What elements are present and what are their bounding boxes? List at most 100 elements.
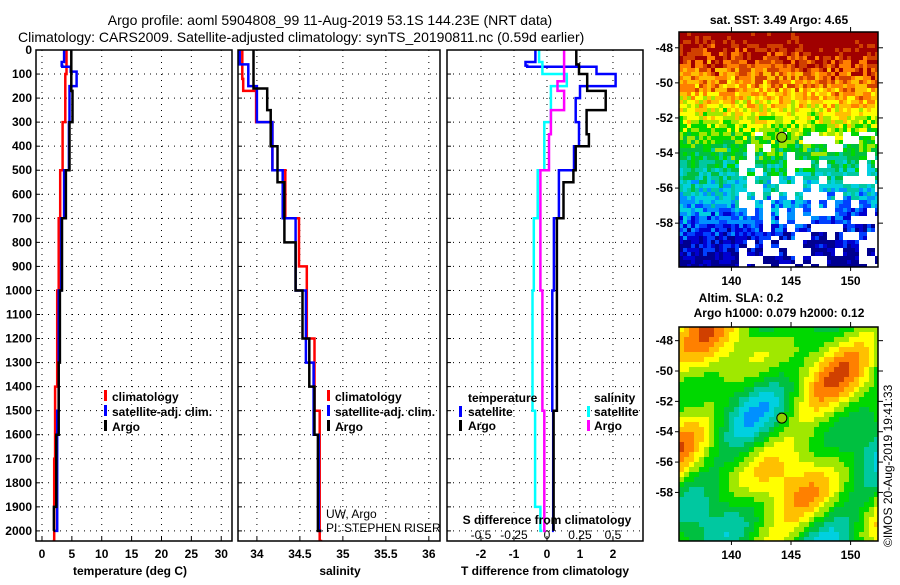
- map-cell: [847, 216, 851, 220]
- map-cell: [711, 200, 715, 204]
- map-cell: [775, 220, 779, 224]
- y-tick-label: 2000: [5, 524, 32, 538]
- map-cell: [843, 192, 847, 196]
- map-cell: [754, 332, 759, 337]
- map-cell: [695, 264, 699, 267]
- map-cell: [683, 200, 687, 204]
- map-cell: [715, 200, 719, 204]
- map-cell: [687, 120, 691, 124]
- map-cell: [691, 180, 695, 184]
- map-cell: [859, 352, 864, 357]
- map-cell: [875, 36, 878, 40]
- map-cell: [823, 144, 827, 148]
- map-cell: [815, 144, 819, 148]
- map-cell: [689, 422, 694, 427]
- map-cell: [835, 256, 839, 260]
- map-cell: [759, 72, 763, 76]
- map-cell: [723, 84, 727, 88]
- map-cell: [803, 212, 807, 216]
- map-cell: [791, 44, 795, 48]
- map-cell: [864, 397, 869, 402]
- map-cell: [809, 347, 814, 352]
- map-cell: [871, 36, 875, 40]
- map-cell: [769, 462, 774, 467]
- map-cell: [739, 422, 744, 427]
- map-cell: [875, 112, 878, 116]
- map-cell: [687, 84, 691, 88]
- map-cell: [769, 382, 774, 387]
- map-cell: [859, 128, 863, 132]
- map-cell: [874, 502, 878, 507]
- map-cell: [754, 357, 759, 362]
- map-cell: [829, 412, 834, 417]
- map-cell: [863, 188, 867, 192]
- map-cell: [744, 532, 749, 537]
- map-cell: [769, 422, 774, 427]
- map-cell: [811, 44, 815, 48]
- map-cell: [799, 152, 803, 156]
- map-cell: [809, 467, 814, 472]
- map-cell: [787, 72, 791, 76]
- map-cell: [849, 352, 854, 357]
- map-cell: [751, 60, 755, 64]
- map-cell: [755, 200, 759, 204]
- map-cell: [799, 362, 804, 367]
- map-cell: [739, 140, 743, 144]
- map-cell: [743, 148, 747, 152]
- map-cell: [729, 412, 734, 417]
- map-cell: [839, 236, 843, 240]
- map-cell: [763, 68, 767, 72]
- map-cell: [851, 64, 855, 68]
- map-cell: [779, 487, 784, 492]
- map-cell: [744, 342, 749, 347]
- map-cell: [869, 462, 874, 467]
- map-cell: [754, 502, 759, 507]
- map-cell: [689, 432, 694, 437]
- map-cell: [834, 532, 839, 537]
- map-cell: [874, 492, 878, 497]
- map-cell: [689, 382, 694, 387]
- map-cell: [751, 220, 755, 224]
- map-cell: [779, 392, 784, 397]
- map-cell: [783, 32, 787, 36]
- map-cell: [711, 124, 715, 128]
- map-cell: [843, 92, 847, 96]
- map-cell: [794, 392, 799, 397]
- map-cell: [703, 80, 707, 84]
- map-cell: [859, 532, 864, 537]
- map-cell: [699, 184, 703, 188]
- map-cell: [835, 92, 839, 96]
- map-cell: [855, 112, 859, 116]
- map-cell: [803, 48, 807, 52]
- map-cell: [834, 437, 839, 442]
- map-cell: [855, 188, 859, 192]
- map-cell: [704, 437, 709, 442]
- map-cell: [679, 108, 683, 112]
- map-cell: [691, 264, 695, 267]
- map-cell: [714, 427, 719, 432]
- map-cell: [754, 327, 759, 332]
- map-cell: [855, 256, 859, 260]
- map-cell: [834, 367, 839, 372]
- map-cell: [715, 64, 719, 68]
- map-cell: [834, 472, 839, 477]
- map-cell: [859, 188, 863, 192]
- map-cell: [699, 412, 704, 417]
- map-cell: [844, 417, 849, 422]
- map-cell: [679, 56, 683, 60]
- map-cell: [819, 220, 823, 224]
- map-cell: [799, 40, 803, 44]
- map-cell: [694, 412, 699, 417]
- map-cell: [709, 347, 714, 352]
- map-cell: [814, 402, 819, 407]
- map-cell: [779, 72, 783, 76]
- map-cell: [829, 437, 834, 442]
- map-cell: [694, 512, 699, 517]
- map-cell: [739, 472, 744, 477]
- map-cell: [843, 144, 847, 148]
- legend-swatch-satellite: [104, 405, 107, 416]
- map-cell: [814, 332, 819, 337]
- map-cell: [683, 208, 687, 212]
- map-cell: [767, 100, 771, 104]
- map-cell: [819, 84, 823, 88]
